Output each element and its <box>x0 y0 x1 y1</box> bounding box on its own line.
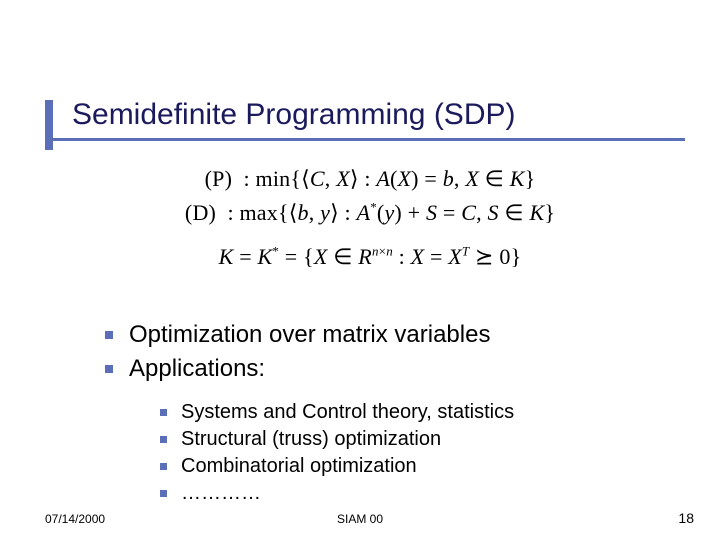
bullet-icon <box>105 365 113 373</box>
slide-title: Semidefinite Programming (SDP) <box>72 98 515 132</box>
math-primal: (P) : min{⟨C, X⟩ : A(X) = b, X ∈ K} <box>120 162 620 196</box>
footer-center: SIAM 00 <box>0 512 720 526</box>
list-item: Applications: <box>105 354 665 384</box>
title-accent-bar <box>45 100 53 150</box>
list-item: Structural (truss) optimization <box>160 427 660 452</box>
bullet-label: Applications: <box>129 354 265 384</box>
footer-page-number: 18 <box>678 510 694 526</box>
math-block: (P) : min{⟨C, X⟩ : A(X) = b, X ∈ K} (D) … <box>120 162 620 274</box>
bullet-label: Systems and Control theory, statistics <box>181 400 514 425</box>
list-item: Combinatorial optimization <box>160 454 660 479</box>
bullet-icon <box>160 409 167 416</box>
bullet-label: Combinatorial optimization <box>181 454 417 479</box>
bullet-label: Optimization over matrix variables <box>129 320 490 350</box>
bullet-label: Structural (truss) optimization <box>181 427 441 452</box>
list-item: Systems and Control theory, statistics <box>160 400 660 425</box>
bullet-icon <box>160 436 167 443</box>
bullet-icon <box>160 463 167 470</box>
bullet-label: ………… <box>181 481 261 506</box>
bullet-icon <box>105 331 113 339</box>
title-underline <box>45 138 685 141</box>
bullet-icon <box>160 490 167 497</box>
math-dual: (D) : max{⟨b, y⟩ : A*(y) + S = C, S ∈ K} <box>120 196 620 230</box>
math-cone-def: K = K* = {X ∈ Rn×n : X = XT ⪰ 0} <box>120 240 620 274</box>
bullet-list-inner: Systems and Control theory, statistics S… <box>160 400 660 508</box>
list-item: ………… <box>160 481 660 506</box>
bullet-list-outer: Optimization over matrix variables Appli… <box>105 320 665 388</box>
list-item: Optimization over matrix variables <box>105 320 665 350</box>
